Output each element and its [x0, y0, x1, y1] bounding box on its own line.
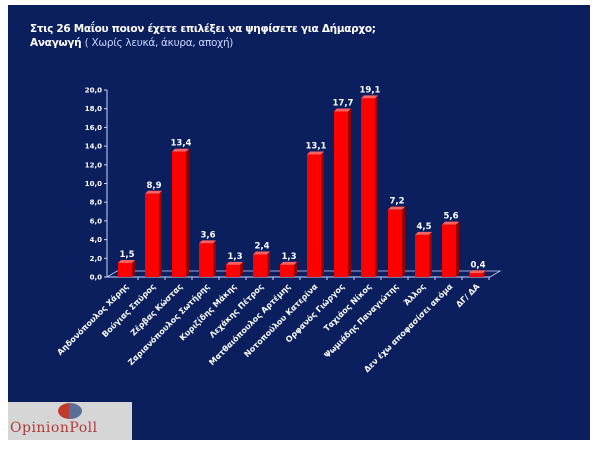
bar-side — [402, 206, 405, 277]
bar-side — [186, 148, 189, 277]
y-tick-label: 20,0 — [85, 87, 102, 95]
bar-top — [199, 240, 216, 244]
bar-side — [456, 221, 459, 277]
x-category-label: Άλλος — [402, 282, 427, 307]
subtitle: Αναγωγή — [30, 37, 82, 49]
subtitle-note: ( Χωρίς λευκά, άκυρα, αποχή) — [84, 37, 234, 49]
data-label: 5,6 — [443, 212, 458, 222]
opinionpoll-logo: OpinionPoll — [8, 402, 132, 440]
data-label: 2,4 — [254, 242, 269, 252]
bar — [334, 111, 348, 277]
y-tick-label: 4,0 — [90, 236, 103, 244]
data-label: 1,3 — [227, 252, 242, 262]
bar — [199, 243, 213, 277]
y-tick-label: 8,0 — [90, 199, 103, 207]
bar-top — [334, 108, 351, 112]
bar — [172, 151, 186, 277]
data-label: 0,4 — [470, 260, 485, 270]
bar-top — [442, 221, 459, 225]
bar-side — [483, 270, 486, 277]
bar-side — [375, 95, 378, 277]
data-label: 3,6 — [200, 230, 215, 240]
y-tick-label: 14,0 — [85, 143, 102, 151]
bar-top — [280, 261, 297, 265]
bar-side — [267, 251, 270, 277]
data-label: 17,7 — [333, 99, 354, 109]
bar-side — [159, 190, 162, 277]
y-tick-label: 18,0 — [85, 105, 102, 113]
bar-top — [361, 95, 378, 99]
bar-top — [415, 231, 432, 235]
data-label: 1,5 — [119, 250, 134, 260]
bar-side — [429, 231, 432, 277]
bar-top — [226, 261, 243, 265]
bar — [253, 254, 267, 277]
bar — [469, 273, 483, 277]
y-tick-label: 6,0 — [90, 217, 103, 225]
bar-top — [469, 270, 486, 274]
bar — [361, 98, 375, 277]
bar-top — [118, 259, 135, 263]
bar-top — [253, 251, 270, 255]
subtitle-line: Αναγωγή ( Χωρίς λευκά, άκυρα, αποχή) — [30, 36, 376, 50]
data-label: 13,1 — [306, 142, 327, 152]
y-tick-label: 10,0 — [85, 180, 102, 188]
logo-text: OpinionPoll — [10, 420, 98, 436]
bar-side — [294, 261, 297, 277]
bar — [442, 224, 456, 277]
logo-circle-icon — [58, 403, 82, 419]
x-category-label: ΔΓ/ ΔΑ — [454, 281, 482, 309]
bar-top — [172, 148, 189, 152]
data-label: 7,2 — [389, 197, 404, 207]
bar-side — [321, 151, 324, 277]
bar-top — [388, 206, 405, 210]
bar-side — [132, 259, 135, 277]
bar-top — [307, 151, 324, 155]
y-tick-label: 0,0 — [90, 274, 103, 282]
data-label: 4,5 — [416, 222, 431, 232]
bar — [388, 209, 402, 277]
y-tick-label: 16,0 — [85, 124, 102, 132]
bar — [280, 264, 294, 277]
bar — [307, 154, 321, 277]
bar-top — [145, 190, 162, 194]
x-category-label: Ζέρβας Κώστας — [128, 281, 184, 337]
data-label: 1,3 — [281, 252, 296, 262]
bar-side — [240, 261, 243, 277]
y-tick-label: 2,0 — [90, 255, 103, 263]
bar — [145, 193, 159, 277]
title-line: Στις 26 Μαΐου ποιον έχετε επιλέξει να ψη… — [30, 23, 376, 35]
bar-side — [213, 240, 216, 277]
bar — [415, 234, 429, 277]
y-tick-label: 12,0 — [85, 161, 102, 169]
chart-floor — [105, 270, 502, 278]
chart-title: Στις 26 Μαΐου ποιον έχετε επιλέξει να ψη… — [30, 22, 376, 50]
data-label: 13,4 — [171, 139, 192, 149]
data-label: 8,9 — [146, 181, 161, 191]
x-category-label: Ταχιάος Νίκος — [321, 281, 373, 333]
bar — [118, 262, 132, 277]
slide-background — [8, 5, 590, 440]
bar-side — [348, 108, 351, 277]
bar — [226, 264, 240, 277]
data-label: 19,1 — [360, 85, 381, 95]
